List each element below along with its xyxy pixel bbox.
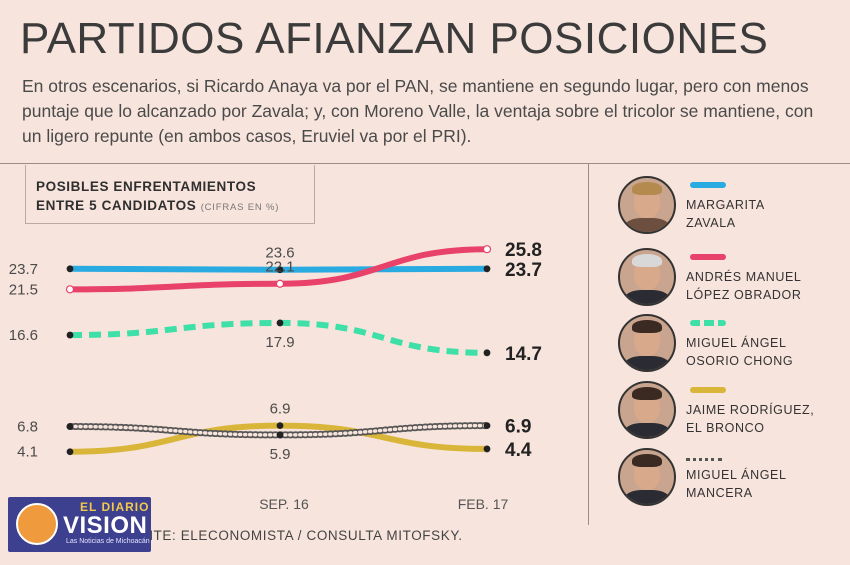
line-chart: 23.7 23.7 23.6 21.5 25.8 22.1 16.6 14.7 17.9 4.1 4…: [9, 240, 542, 512]
series-4-point-0: [66, 423, 74, 430]
chart-heading-line1: POSIBLES ENFRENTAMIENTOS: [36, 179, 257, 194]
chart-heading-box: POSIBLES ENFRENTAMIENTOS ENTRE 5 CANDIDA…: [25, 165, 315, 224]
series-2-point-1: [276, 319, 284, 327]
legend-label-line1: MARGARITA: [686, 198, 765, 212]
series-0-label-mid: 23.6: [265, 245, 294, 262]
legend-divider: [588, 163, 589, 525]
legend-swatch-3: [690, 387, 726, 393]
series-3-label-mid: 6.9: [270, 401, 291, 418]
logo-line3: Las Noticias de Michoacán: [66, 538, 150, 545]
legend-swatch-4: [686, 458, 722, 461]
legend-swatch-1: [690, 254, 726, 260]
legend-label-line1: JAIME RODRÍGUEZ,: [686, 403, 815, 417]
series-2-label-start: 16.6: [9, 327, 38, 344]
legend-label-4: MIGUEL ÁNGEL MANCERA: [686, 466, 787, 502]
legend-swatch-0: [690, 182, 726, 188]
chart-heading-line2: ENTRE 5 CANDIDATOS: [36, 198, 197, 213]
series-4-label-end: 6.9: [505, 417, 531, 438]
legend-label-line2: LÓPEZ OBRADOR: [686, 288, 802, 302]
logo-line1: EL DIARIO: [80, 500, 150, 514]
portrait-mancera-icon: [618, 448, 676, 506]
portrait-rodriguez-icon: [618, 381, 676, 439]
legend-label-line2: EL BRONCO: [686, 421, 765, 435]
legend-label-line2: MANCERA: [686, 486, 753, 500]
legend-swatch-2: [690, 320, 726, 326]
page-subtitle: En otros escenarios, si Ricardo Anaya va…: [22, 76, 814, 146]
x-tick-label-2: FEB. 17: [458, 496, 509, 512]
series-2-point-2: [483, 349, 491, 357]
legend-label-3: JAIME RODRÍGUEZ, EL BRONCO: [686, 401, 814, 437]
logo-line2: VISION: [63, 512, 148, 539]
legend-label-line1: MIGUEL ÁNGEL: [686, 468, 787, 482]
series-4-label-mid: 5.9: [270, 446, 291, 463]
series-2-label-end: 14.7: [505, 344, 542, 365]
portrait-osorio-chong-icon: [618, 314, 676, 372]
series-1-point-2: [482, 245, 492, 254]
legend-label-line2: ZAVALA: [686, 216, 736, 230]
series-0-point-1: [276, 266, 284, 274]
series-3-point-1: [276, 422, 284, 430]
legend-item-0: MARGARITA ZAVALA: [610, 176, 840, 236]
legend-item-3: JAIME RODRÍGUEZ, EL BRONCO: [610, 381, 840, 441]
series-1-label-start: 21.5: [9, 281, 38, 298]
portrait-zavala-icon: [618, 176, 676, 234]
series-3-point-0: [66, 448, 74, 456]
legend-label-2: MIGUEL ÁNGEL OSORIO CHONG: [686, 334, 793, 370]
series-0-label-end: 23.7: [505, 260, 542, 281]
series-1-label-end: 25.8: [505, 240, 542, 261]
legend-item-4: MIGUEL ÁNGEL MANCERA: [610, 448, 840, 508]
legend-item-2: MIGUEL ÁNGEL OSORIO CHONG: [610, 314, 840, 374]
series-2-point-0: [66, 331, 74, 339]
series-1-point-0: [65, 285, 75, 294]
series-4-label-start: 6.8: [17, 419, 38, 436]
series-1-point-1: [275, 279, 285, 288]
series-0-label-start: 23.7: [9, 261, 38, 278]
series-3-point-2: [483, 445, 491, 453]
series-3-label-start: 4.1: [17, 444, 38, 461]
series-0-point-2: [483, 265, 491, 273]
series-0-point-0: [66, 265, 74, 273]
legend-label-0: MARGARITA ZAVALA: [686, 196, 765, 232]
diario-vision-logo: EL DIARIO VISION Las Noticias de Michoac…: [8, 497, 151, 552]
legend-label-1: ANDRÉS MANUEL LÓPEZ OBRADOR: [686, 268, 801, 304]
page-title: PARTIDOS AFIANZAN POSICIONES: [20, 14, 769, 63]
x-tick-label-1: SEP. 16: [259, 496, 309, 512]
chart-heading-note: (CIFRAS EN %): [200, 202, 280, 213]
legend-item-1: ANDRÉS MANUEL LÓPEZ OBRADOR: [610, 248, 840, 308]
legend-label-line2: OSORIO CHONG: [686, 354, 794, 368]
sun-logo-icon: [16, 503, 58, 545]
series-2-label-mid: 17.9: [265, 334, 294, 351]
header-divider: [0, 163, 850, 164]
portrait-lopez-obrador-icon: [618, 248, 676, 306]
series-4-point-1: [276, 431, 284, 439]
chart-heading: POSIBLES ENFRENTAMIENTOS ENTRE 5 CANDIDA…: [36, 177, 279, 217]
series-4-point-2: [483, 422, 491, 430]
series-1-label-mid: 22.1: [265, 259, 294, 276]
legend-label-line1: MIGUEL ÁNGEL: [686, 336, 787, 350]
series-3-label-end: 4.4: [505, 440, 532, 461]
legend-label-line1: ANDRÉS MANUEL: [686, 270, 802, 284]
